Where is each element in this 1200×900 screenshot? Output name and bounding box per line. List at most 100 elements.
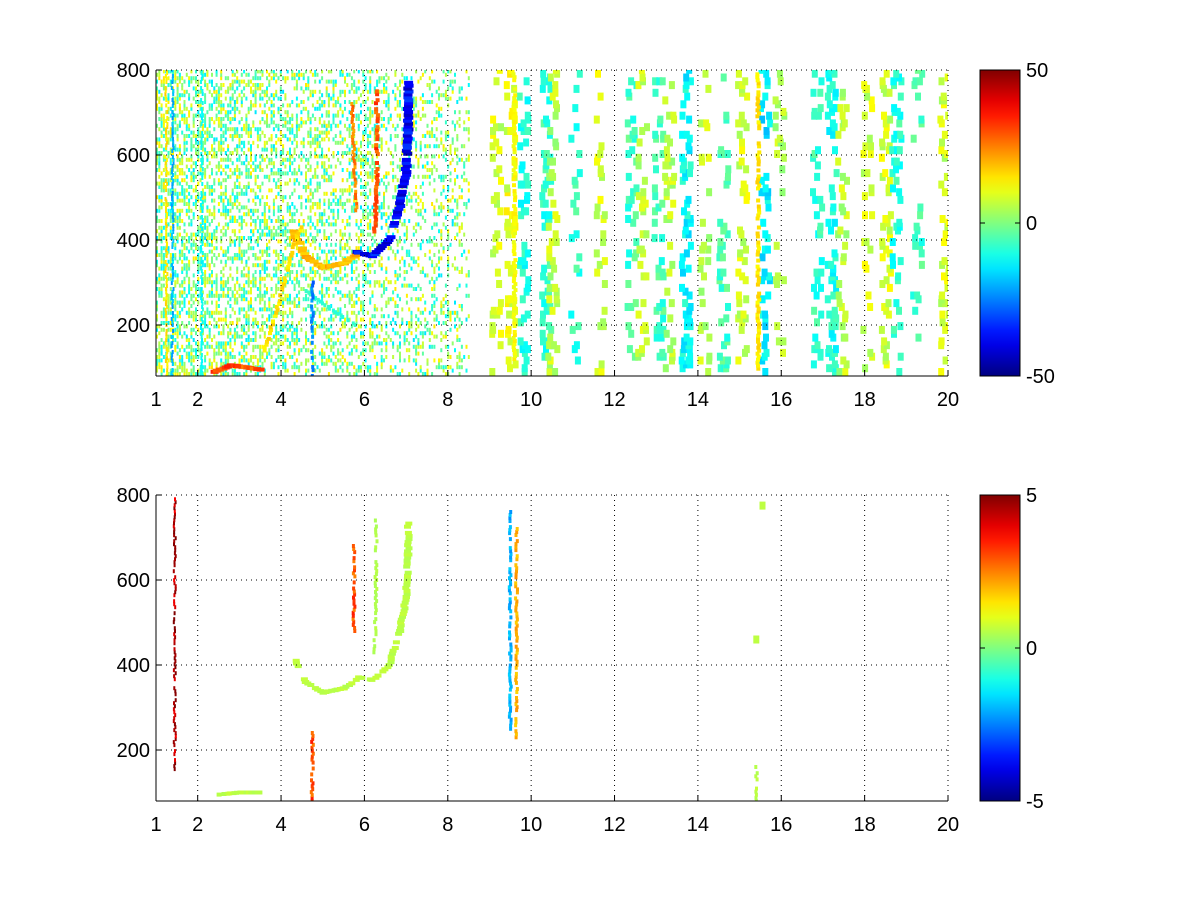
noise-cell bbox=[222, 83, 225, 87]
noise-cell bbox=[412, 256, 415, 261]
noise-cell bbox=[444, 134, 447, 138]
noise-cell bbox=[394, 127, 397, 132]
noise-cell bbox=[440, 191, 443, 196]
noise-cell bbox=[167, 304, 170, 308]
noise-cell bbox=[348, 147, 351, 152]
noise-cell bbox=[252, 83, 255, 87]
noise-cell bbox=[348, 174, 351, 179]
noise-cell bbox=[369, 222, 372, 227]
noise-cell bbox=[387, 96, 390, 101]
noise-cell bbox=[254, 70, 257, 74]
noise-cell bbox=[339, 297, 342, 302]
noise-cell bbox=[167, 341, 170, 346]
noise-cell bbox=[162, 341, 165, 346]
noise-cell bbox=[405, 270, 408, 274]
noise-cell bbox=[399, 273, 401, 278]
scatter-cell bbox=[554, 345, 561, 354]
noise-cell bbox=[238, 239, 241, 244]
noise-cell bbox=[266, 232, 268, 237]
scatter-cell bbox=[639, 230, 646, 239]
noise-cell bbox=[183, 191, 186, 196]
noise-cell bbox=[435, 276, 438, 281]
noise-cell bbox=[286, 76, 289, 81]
noise-cell bbox=[444, 96, 447, 101]
noise-cell bbox=[181, 368, 184, 373]
noise-cell bbox=[348, 290, 351, 295]
noise-cell bbox=[387, 225, 390, 230]
noise-cell bbox=[227, 144, 230, 149]
noise-cell bbox=[327, 70, 330, 74]
noise-cell bbox=[295, 140, 298, 145]
noise-cell bbox=[355, 368, 358, 373]
noise-cell bbox=[197, 171, 200, 176]
noise-cell bbox=[167, 266, 170, 271]
noise-cell bbox=[227, 249, 230, 254]
noise-cell bbox=[305, 361, 307, 366]
noise-cell bbox=[467, 181, 470, 186]
noise-cell bbox=[174, 188, 177, 193]
noise-cell bbox=[229, 151, 232, 155]
noise-cell bbox=[291, 100, 294, 104]
noise-cell bbox=[174, 372, 177, 376]
noise-cell bbox=[293, 297, 296, 302]
noise-cell bbox=[458, 270, 461, 274]
scatter-cell bbox=[525, 127, 532, 135]
noise-cell bbox=[291, 215, 294, 220]
noise-cell bbox=[190, 140, 193, 145]
noise-cell bbox=[185, 134, 188, 138]
scatter-cell bbox=[666, 111, 673, 120]
noise-cell bbox=[174, 253, 177, 257]
noise-cell bbox=[162, 253, 165, 257]
noise-cell bbox=[295, 113, 298, 118]
noise-cell bbox=[254, 283, 257, 288]
noise-cell bbox=[289, 344, 291, 349]
noise-cell bbox=[442, 246, 445, 251]
noise-cell bbox=[185, 123, 188, 128]
noise-cell bbox=[373, 341, 376, 346]
noise-cell bbox=[449, 79, 452, 84]
noise-cell bbox=[424, 324, 427, 329]
noise-cell bbox=[254, 317, 257, 322]
noise-cell bbox=[385, 174, 388, 179]
noise-cell bbox=[156, 236, 158, 240]
noise-cell bbox=[385, 100, 388, 104]
noise-cell bbox=[199, 314, 202, 319]
noise-cell bbox=[360, 151, 362, 155]
noise-cell bbox=[330, 331, 333, 336]
noise-cell bbox=[181, 334, 184, 339]
noise-cell bbox=[341, 246, 344, 251]
noise-cell bbox=[291, 365, 294, 370]
noise-cell bbox=[174, 147, 177, 152]
noise-cell bbox=[293, 171, 296, 176]
noise-cell bbox=[284, 181, 287, 186]
noise-cell bbox=[424, 100, 427, 104]
noise-cell bbox=[403, 222, 406, 227]
noise-cell bbox=[208, 321, 211, 325]
noise-cell bbox=[247, 266, 250, 271]
noise-cell bbox=[419, 242, 422, 247]
noise-cell bbox=[449, 317, 452, 322]
noise-cell bbox=[467, 137, 470, 142]
noise-cell bbox=[165, 110, 168, 115]
noise-cell bbox=[383, 287, 385, 291]
noise-cell bbox=[162, 70, 165, 74]
noise-cell bbox=[279, 161, 282, 166]
noise-cell bbox=[195, 242, 197, 247]
noise-cell bbox=[256, 287, 259, 291]
noise-cell bbox=[169, 358, 172, 363]
noise-cell bbox=[188, 372, 191, 376]
noise-cell bbox=[355, 222, 358, 227]
noise-cell bbox=[408, 219, 411, 223]
noise-cell bbox=[266, 174, 268, 179]
noise-cell bbox=[266, 93, 268, 98]
scatter-cell bbox=[524, 283, 531, 292]
noise-cell bbox=[190, 208, 193, 213]
noise-cell bbox=[415, 103, 418, 108]
noise-cell bbox=[392, 123, 395, 128]
noise-cell bbox=[332, 151, 335, 155]
noise-cell bbox=[426, 123, 429, 128]
noise-cell bbox=[405, 249, 408, 254]
noise-cell bbox=[401, 368, 404, 373]
noise-cell bbox=[314, 151, 317, 155]
noise-cell bbox=[176, 70, 179, 74]
